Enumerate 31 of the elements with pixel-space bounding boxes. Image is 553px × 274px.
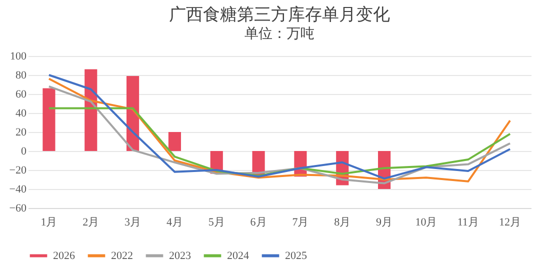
x-tick-label: 11月 [457, 216, 479, 228]
line-series [48, 107, 512, 177]
y-tick-label: 20 [16, 126, 27, 138]
y-tick-label: −20 [9, 164, 27, 176]
x-tick-label: 6月 [250, 216, 267, 228]
x-tick-label: 4月 [166, 216, 183, 228]
y-tick-label: 60 [16, 88, 27, 100]
x-tick-label: 1月 [40, 216, 58, 228]
x-tick-label: 2月 [82, 216, 100, 228]
y-tick-label: −40 [9, 184, 27, 196]
chart-title: 广西食糖第三方库存单月变化 [169, 5, 390, 24]
chart-subtitle: 单位：万吨 [244, 26, 314, 42]
legend-label: 2026 [53, 250, 76, 262]
bar [42, 88, 56, 151]
legend-label: 2025 [285, 250, 308, 262]
x-tick-label: 8月 [334, 216, 351, 228]
legend-label: 2022 [111, 250, 133, 262]
legend-label: 2023 [169, 250, 192, 262]
x-tick-label: 7月 [292, 216, 309, 228]
y-tick-label: 40 [16, 108, 27, 120]
y-tick-label: −60 [9, 202, 27, 214]
legend-label: 2024 [227, 250, 250, 262]
bar [168, 132, 181, 151]
x-tick-label: 5月 [208, 216, 225, 228]
x-tick-label: 10月 [415, 216, 438, 228]
x-tick-label: 12月 [499, 216, 522, 228]
y-tick-label: 100 [10, 50, 27, 62]
y-tick-label: 80 [16, 70, 27, 82]
x-tick-label: 3月 [124, 216, 142, 228]
y-tick-label: 0 [21, 146, 27, 158]
x-tick-label: 9月 [376, 216, 393, 228]
